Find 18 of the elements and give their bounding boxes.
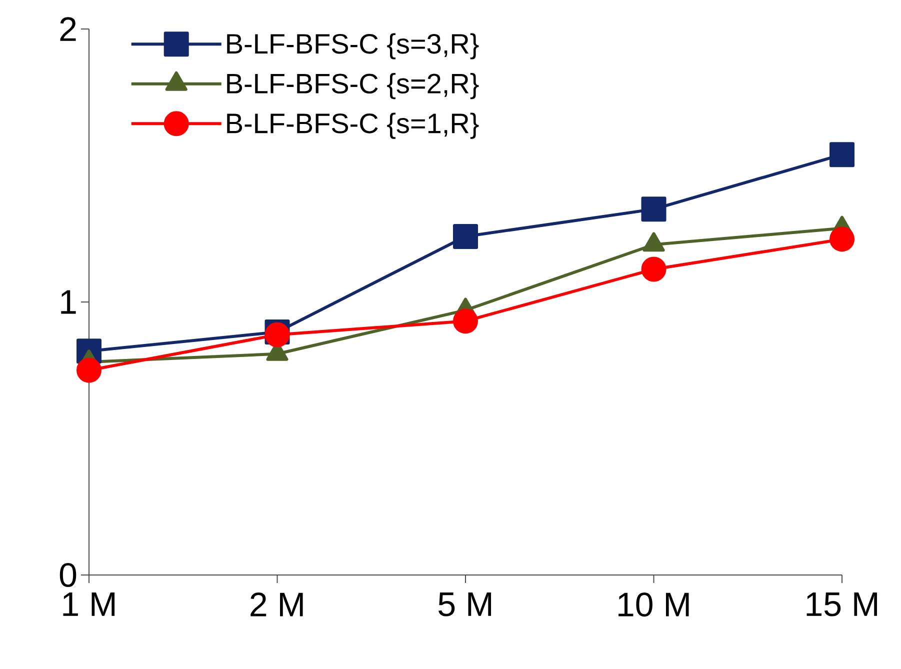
x-tick-label: 15 M [806,592,877,616]
x-tick-label: 10 M [618,592,689,617]
x-tick-label: 2 M [250,592,303,616]
point [641,196,666,222]
legend-label: B-LF-BFS-C {s=3,R} [227,33,479,60]
point [641,256,666,282]
x-tick-label: 5 M [438,592,492,616]
point [830,226,855,252]
y-tick-label: 1 [61,290,76,314]
point [76,358,102,383]
y-tick-label: 2 [60,17,76,41]
point [453,308,478,334]
legend-label: B-LF-BFS-C {s=2,R} [227,72,479,100]
legend-label: B-LF-BFS-C {s=1,R} [227,112,479,139]
point [830,142,855,168]
point [453,224,478,249]
x-tick-label: 1 M [63,592,115,616]
y-tick-label: 0 [60,562,76,588]
